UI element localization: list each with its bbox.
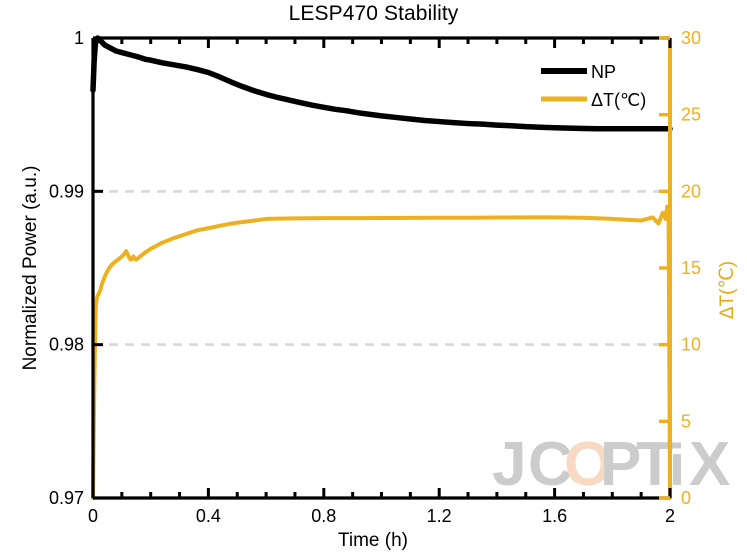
- y-tick-label-left: 1: [74, 28, 84, 48]
- y-tick-label-right: 5: [681, 411, 691, 431]
- x-tick-label: 0.8: [311, 506, 336, 526]
- y-axis-tick-labels-left: 1 0.99 0.98 0.97: [49, 28, 84, 508]
- chart-title: LESP470 Stability: [288, 2, 459, 25]
- legend-label-np: NP: [591, 62, 616, 82]
- y-tick-label-left: 0.97: [49, 488, 84, 508]
- y-tick-label-right: 0: [681, 488, 691, 508]
- legend-label-delta-t: ΔT(℃): [591, 90, 646, 110]
- plot-background: [93, 38, 670, 498]
- watermark-letter: T: [636, 430, 674, 499]
- y-tick-label-right: 30: [681, 28, 701, 48]
- legend: NP ΔT(℃): [541, 62, 646, 110]
- gridlines: [93, 189, 670, 347]
- series-line-np: [90, 35, 673, 132]
- watermark-letter: J: [492, 430, 526, 499]
- x-tick-label: 1.6: [542, 506, 567, 526]
- watermark-letter: X: [689, 430, 730, 499]
- y-tick-label-right: 25: [681, 105, 701, 125]
- y-tick-label-left: 0.99: [49, 181, 84, 201]
- x-tick-label: 2: [665, 506, 675, 526]
- y-axis-label-left: Normalized Power (a.u.): [20, 166, 41, 371]
- x-tick-label: 1.2: [427, 506, 452, 526]
- watermark-letter: P: [600, 430, 641, 499]
- x-tick-label: 0.4: [196, 506, 221, 526]
- watermark-letter: C: [528, 430, 573, 499]
- y-axis-tick-labels-right: 30 25 20 15 10 5 0: [681, 28, 701, 508]
- x-tick-label: 0: [88, 506, 98, 526]
- watermark-letter: i: [669, 433, 685, 498]
- y-axis-ticks-left: [93, 36, 103, 500]
- series-line-delta-t: [91, 204, 672, 500]
- y-axis-label-right: ΔT(℃): [717, 261, 738, 319]
- data-series-group: [90, 35, 673, 500]
- watermark-letter: O: [564, 430, 612, 499]
- x-axis-ticks: [91, 38, 672, 498]
- y-tick-label-right: 10: [681, 335, 701, 355]
- x-axis-tick-labels: 0 0.4 0.8 1.2 1.6 2: [88, 506, 675, 526]
- y-tick-label-right: 20: [681, 181, 701, 201]
- y-tick-label-left: 0.98: [49, 335, 84, 355]
- y-tick-label-right: 15: [681, 258, 701, 278]
- y-axis-ticks-right: [659, 36, 670, 500]
- x-axis-label: Time (h): [338, 530, 408, 551]
